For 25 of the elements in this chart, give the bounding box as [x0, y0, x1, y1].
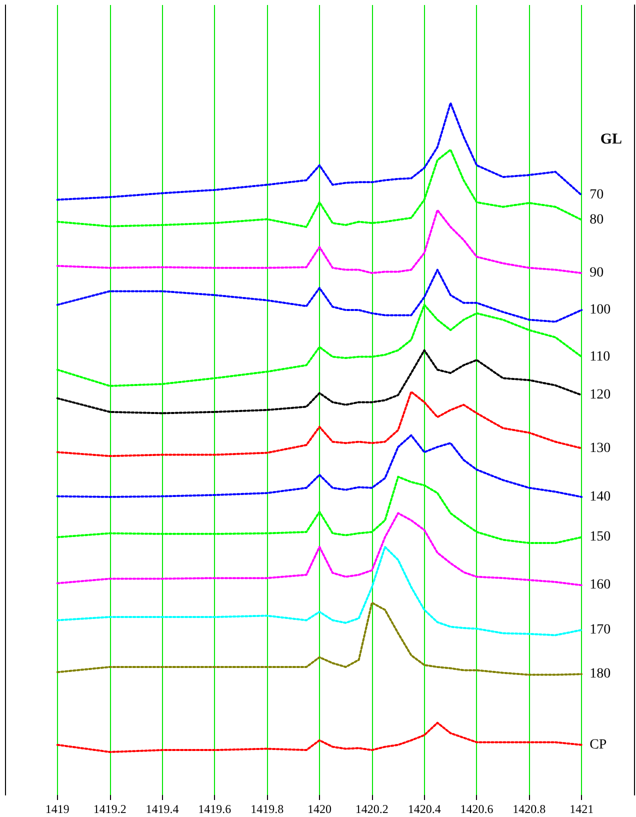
- legend-title: GL: [600, 132, 622, 148]
- series-label: 100: [590, 302, 611, 318]
- x-tick-label: 1421: [570, 802, 594, 816]
- x-tick-label: 1420.2: [355, 802, 388, 816]
- x-tick-label: 1419.6: [198, 802, 232, 816]
- series-label: 160: [590, 578, 611, 593]
- series-label: 120: [590, 388, 611, 403]
- x-tick-label: 1419.2: [93, 802, 126, 816]
- series-label: 110: [590, 349, 610, 364]
- series-label: 70: [590, 188, 604, 203]
- series-label: 140: [590, 489, 611, 504]
- x-tick-label: 1420.4: [408, 802, 441, 816]
- series-label: 150: [590, 530, 611, 545]
- series-label: 180: [590, 666, 611, 682]
- x-tick-label: 1420.8: [512, 802, 546, 816]
- x-tick-label: 1420: [308, 802, 332, 816]
- series-label: 170: [590, 622, 611, 638]
- series-label: CP: [590, 737, 607, 752]
- series-label: 130: [590, 440, 611, 456]
- x-tick-label: 1419.8: [250, 802, 284, 816]
- x-tick-label: 1419.4: [146, 802, 179, 816]
- x-tick-label: 1419: [45, 802, 70, 816]
- x-tick-label: 1420.6: [460, 802, 494, 816]
- series-label: 80: [590, 212, 604, 228]
- series-label: 90: [590, 266, 604, 281]
